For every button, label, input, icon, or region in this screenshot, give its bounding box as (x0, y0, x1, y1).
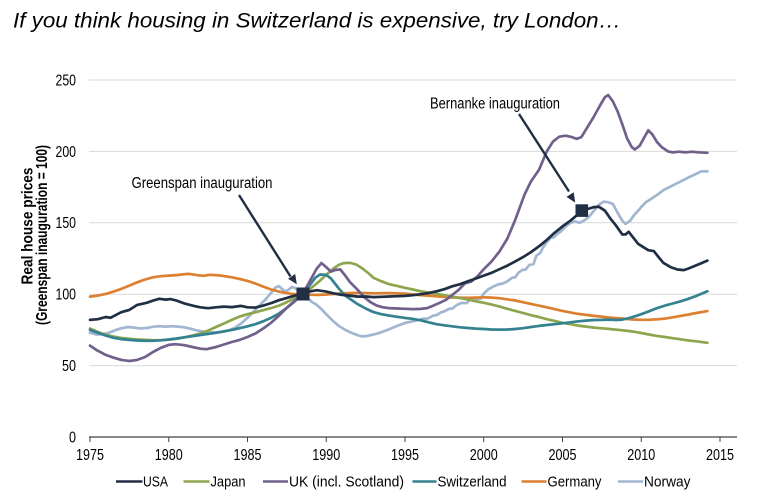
svg-text:0: 0 (69, 429, 76, 446)
svg-text:Bernanke inauguration: Bernanke inauguration (430, 96, 560, 113)
svg-text:200: 200 (56, 144, 77, 161)
svg-text:50: 50 (62, 358, 76, 375)
svg-text:1995: 1995 (391, 447, 419, 464)
svg-text:2005: 2005 (549, 447, 577, 464)
svg-text:1990: 1990 (312, 447, 340, 464)
svg-text:UK (incl. Scotland): UK (incl. Scotland) (289, 474, 404, 491)
svg-text:2015: 2015 (706, 447, 734, 464)
svg-text:1975: 1975 (76, 447, 104, 464)
svg-text:1980: 1980 (155, 447, 183, 464)
svg-text:100: 100 (56, 287, 77, 304)
svg-text:2010: 2010 (627, 447, 655, 464)
svg-text:Norway: Norway (644, 474, 691, 491)
svg-text:Real house prices: Real house prices (20, 168, 37, 285)
svg-text:250: 250 (56, 72, 77, 89)
svg-text:Germany: Germany (548, 474, 602, 491)
svg-text:1985: 1985 (234, 447, 262, 464)
svg-text:If you think housing in Switze: If you think housing in Switzerland is e… (13, 10, 621, 33)
svg-text:USA: USA (143, 474, 168, 491)
svg-text:2000: 2000 (470, 447, 498, 464)
svg-text:Switzerland: Switzerland (438, 474, 507, 491)
svg-text:(Greenspan inauguration = 100): (Greenspan inauguration = 100) (34, 145, 51, 325)
svg-text:150: 150 (56, 215, 77, 232)
svg-text:Greenspan inauguration: Greenspan inauguration (132, 175, 273, 192)
svg-text:Japan: Japan (211, 474, 246, 491)
